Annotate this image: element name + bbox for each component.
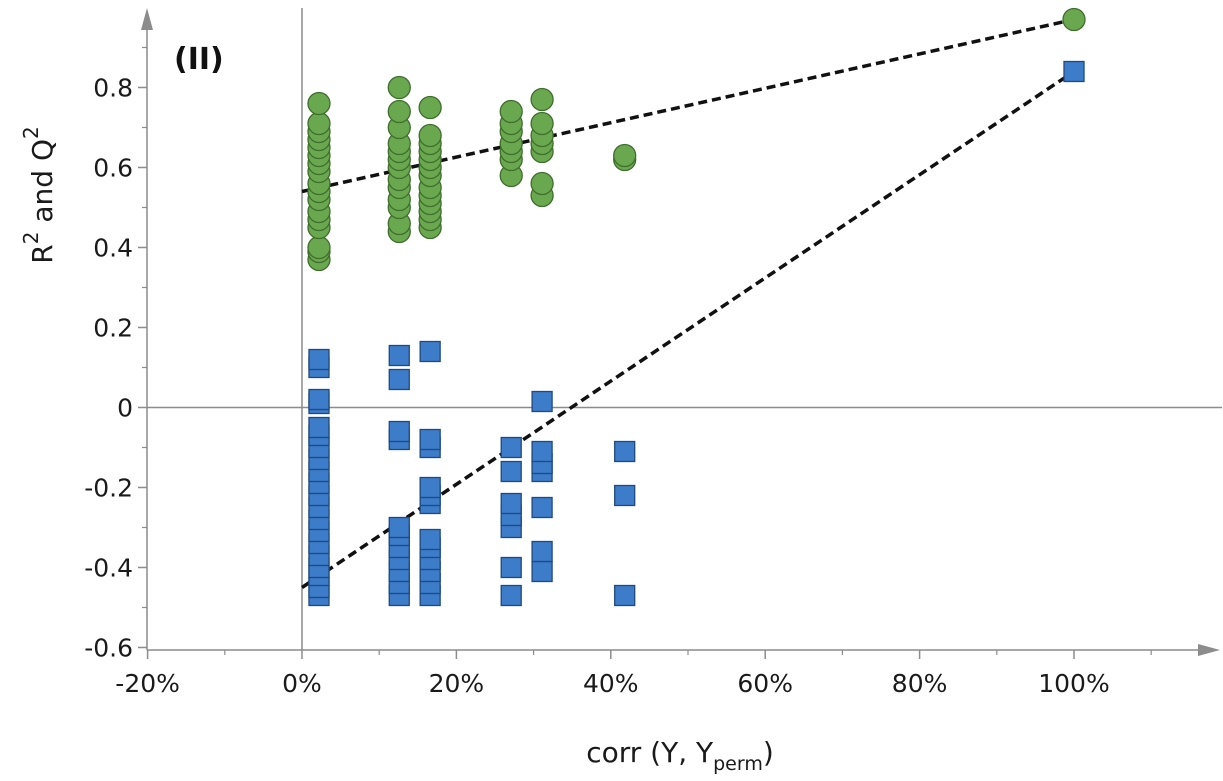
regression-lines (301, 17, 1075, 589)
y-tick-label: 0.4 (93, 234, 133, 263)
data-points (307, 7, 1086, 607)
x-tick-label: 100% (1038, 669, 1109, 698)
q2-point (388, 516, 410, 539)
q2-point (531, 540, 553, 563)
x-tick-label: -20% (115, 669, 180, 698)
r2-regression-line (301, 17, 1075, 194)
q2-point (531, 390, 553, 413)
q2-point (500, 436, 522, 459)
q2-point (388, 420, 410, 443)
x-tick-label: 20% (429, 669, 485, 698)
x-tick-label: 60% (737, 669, 793, 698)
y-axis-arrow-icon (141, 8, 153, 30)
y-tick-label: 0 (117, 394, 133, 423)
r2-point (613, 143, 637, 168)
q2-point (308, 416, 330, 439)
panel-label: (II) (174, 42, 224, 77)
r2-point (530, 111, 554, 136)
x-axis-arrow-icon (1198, 644, 1220, 656)
tick-labels: -0.6 -0.4 -0.2 0 0.2 0.4 0.6 0.8 -20% 0% 20% 40% 60%… (84, 74, 1110, 699)
q2-point (614, 484, 636, 507)
r2-point (418, 95, 442, 120)
q2-point (614, 584, 636, 607)
y-tick-label: 0.6 (93, 154, 133, 183)
q2-point (308, 348, 330, 371)
q2-point (419, 428, 441, 451)
q2-point (388, 344, 410, 367)
r2-point (530, 87, 554, 112)
q2-point (500, 556, 522, 579)
r2-point (387, 99, 411, 124)
q2-point (388, 368, 410, 391)
q2-point (500, 460, 522, 483)
x-tick-label: 80% (892, 669, 948, 698)
q2-point (308, 388, 330, 411)
y-tick-label: 0.8 (93, 74, 133, 103)
r2-point (387, 75, 411, 100)
r2-point (530, 171, 554, 196)
q2-point (531, 440, 553, 463)
q2-point (500, 584, 522, 607)
q2-regression-line (301, 70, 1075, 589)
q2-point (419, 340, 441, 363)
x-tick-label: 40% (583, 669, 639, 698)
x-tick-label: 0% (282, 669, 322, 698)
r2-point (307, 91, 331, 116)
r2-point (499, 99, 523, 124)
q2-point (419, 528, 441, 551)
q2-point (531, 560, 553, 583)
r2-point (418, 123, 442, 148)
r2-point (307, 235, 331, 260)
q2-point (500, 492, 522, 515)
y-tick-label: -0.4 (84, 554, 133, 583)
y-tick-label: -0.2 (84, 474, 133, 503)
q2-point (1063, 60, 1085, 83)
q2-point (531, 496, 553, 519)
r2-point (1062, 7, 1086, 32)
y-tick-label: 0.2 (93, 314, 133, 343)
x-axis-title: corr (Y, Yperm) (586, 736, 774, 775)
r2-point (307, 111, 331, 136)
q2-point (614, 440, 636, 463)
q2-point (419, 476, 441, 499)
y-axis-title: R2 and Q2 (19, 126, 59, 263)
y-tick-label: -0.6 (84, 634, 133, 663)
